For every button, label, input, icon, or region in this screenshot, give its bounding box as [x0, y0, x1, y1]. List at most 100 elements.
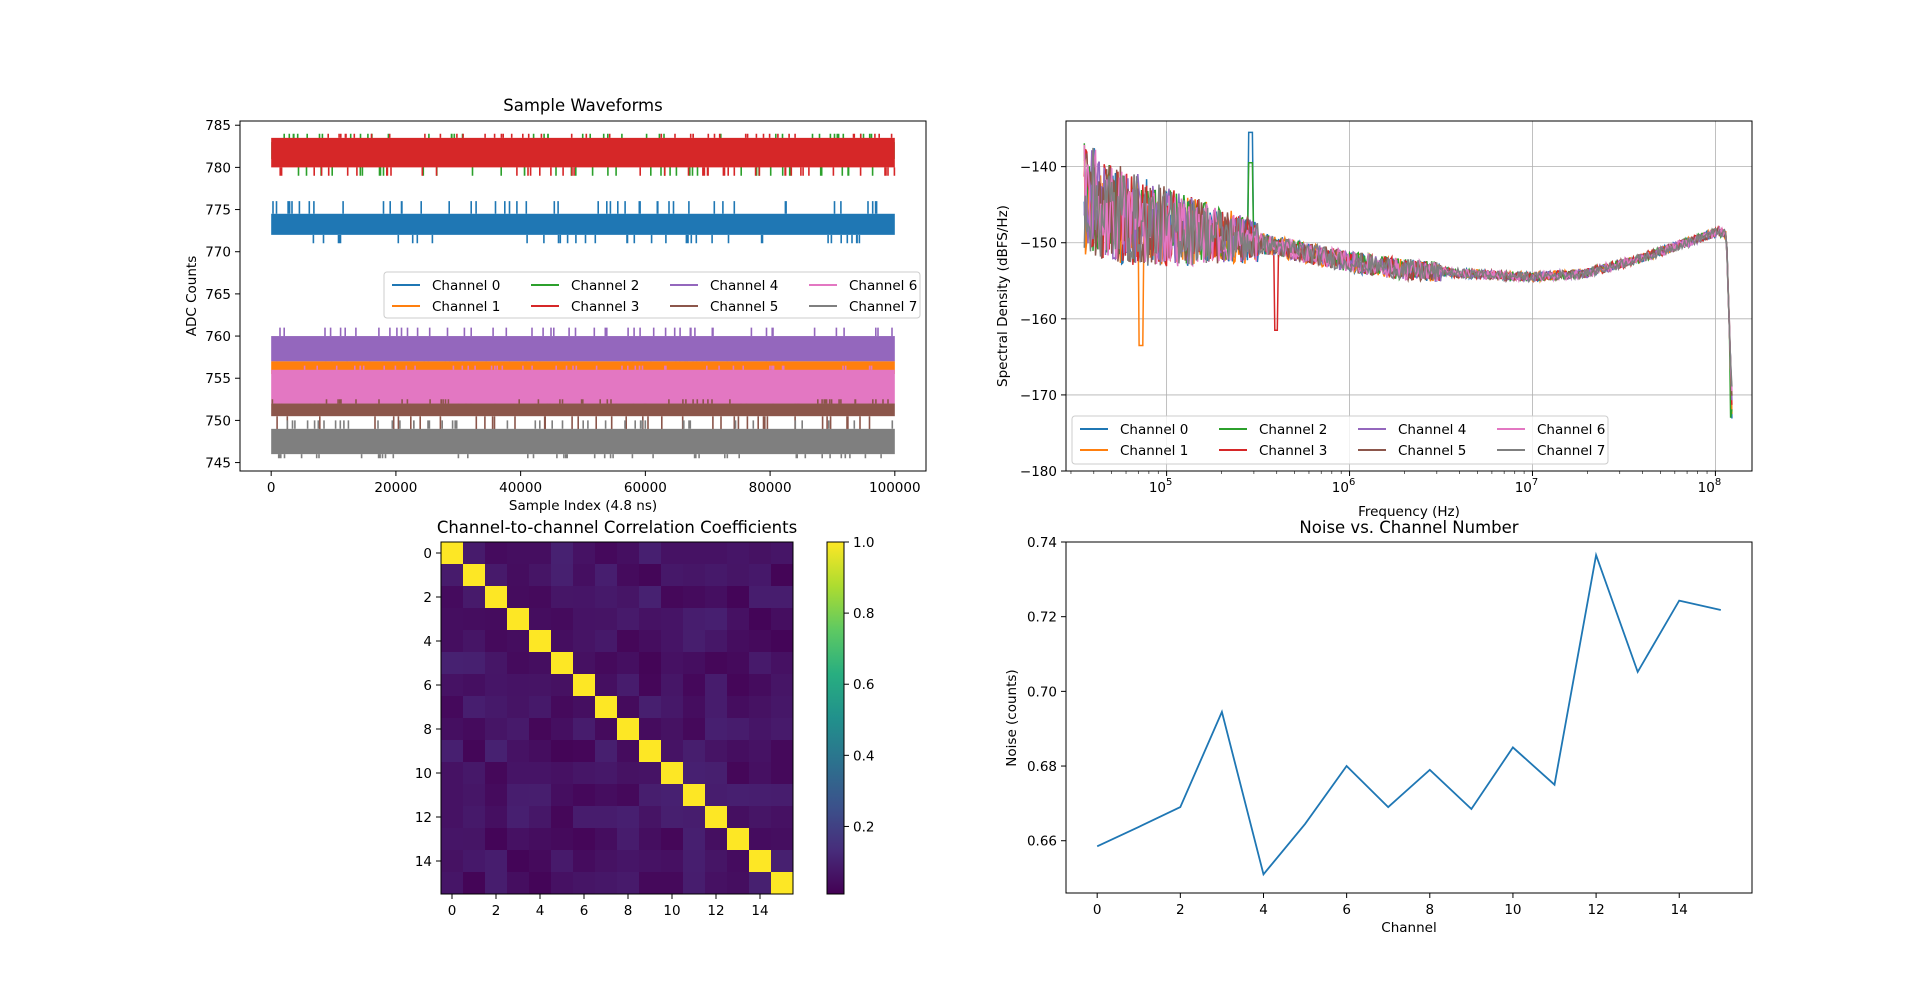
heatmap-cell	[771, 740, 794, 763]
heatmap-cell	[529, 542, 552, 565]
waveform-band	[271, 369, 895, 404]
heatmap-cell	[573, 872, 596, 895]
colorbar-ticks: 0.2 0.4 0.6 0.8 1.0	[844, 535, 874, 835]
spectrum-series-7	[1083, 147, 1733, 387]
x-tick-label: 0	[267, 480, 276, 496]
heatmap-cell	[771, 784, 794, 807]
heatmap-cell	[639, 718, 662, 741]
noise-line	[1096, 551, 1721, 877]
heatmap-cell	[485, 564, 508, 587]
heatmap-cell	[617, 806, 640, 829]
noise-y-ticks: 0.66 0.68 0.70 0.72 0.74	[1027, 535, 1066, 850]
colorbar-tick-label: 0.8	[853, 606, 874, 622]
heatmap-cell	[661, 608, 684, 631]
heatmap-cell	[507, 850, 530, 873]
legend-entry: Channel 6	[1497, 422, 1605, 438]
heatmap-cell	[595, 850, 618, 873]
heatmap-cell	[463, 652, 486, 675]
correlation-title: Channel-to-channel Correlation Coefficie…	[437, 518, 797, 537]
heatmap-cell	[705, 586, 728, 609]
y-tick-label: −170	[1020, 388, 1057, 404]
heatmap-cell	[705, 696, 728, 719]
legend-entry: Channel 5	[670, 299, 778, 315]
y-tick-label: 10	[415, 766, 432, 782]
heatmap-cell	[727, 608, 750, 631]
heatmap-cell	[639, 696, 662, 719]
noise-axes-frame	[1065, 541, 1753, 894]
heatmap-cell	[749, 828, 772, 851]
heatmap-cell	[463, 784, 486, 807]
heatmap-cell	[485, 630, 508, 653]
waveform-band	[271, 403, 895, 417]
legend-label: Channel 6	[849, 278, 917, 294]
heatmap-cell	[727, 542, 750, 565]
heatmap-cell	[573, 586, 596, 609]
heatmap-cell	[727, 850, 750, 873]
waveforms-y-ticks: 745 750 755 760 765 770 775 780 785	[205, 118, 240, 472]
heatmap-cell	[749, 652, 772, 675]
heatmap-cell	[771, 674, 794, 697]
heatmap-cell	[617, 586, 640, 609]
legend-label: Channel 4	[1398, 422, 1466, 438]
waveforms-plot-area	[271, 133, 896, 459]
heatmap-cell	[595, 564, 618, 587]
heatmap-cell	[683, 674, 706, 697]
x-tick-label: 8	[1425, 902, 1434, 918]
heatmap-cell	[463, 872, 486, 895]
heatmap-cell	[507, 542, 530, 565]
heatmap-cell	[551, 850, 574, 873]
heatmap-cell	[639, 586, 662, 609]
heatmap-cell	[551, 784, 574, 807]
heatmap-cell	[485, 608, 508, 631]
heatmap-cell	[771, 850, 794, 873]
heatmap-cell	[441, 762, 464, 785]
heatmap-cell	[529, 740, 552, 763]
spectrum-y-ticks: −180 −170 −160 −150 −140	[1020, 160, 1066, 480]
y-tick-label: 785	[205, 118, 231, 134]
heatmap-cell	[683, 828, 706, 851]
heatmap-cell	[749, 630, 772, 653]
heatmap-cell	[551, 674, 574, 697]
correlation-heatmap	[441, 542, 794, 895]
noise-x-label: Channel	[1381, 920, 1436, 936]
y-tick-label: −180	[1020, 464, 1057, 480]
y-tick-label: 0.68	[1027, 759, 1057, 775]
heatmap-cell	[771, 586, 794, 609]
heatmap-cell	[617, 740, 640, 763]
x-tick-label: 2	[1176, 902, 1185, 918]
x-tick-label: 6	[580, 903, 589, 919]
x-tick-label: 0	[1093, 902, 1102, 918]
y-tick-label: 4	[423, 634, 432, 650]
heatmap-cell	[463, 806, 486, 829]
heatmap-cell	[529, 718, 552, 741]
heatmap-cell	[595, 674, 618, 697]
y-tick-label: 780	[205, 160, 231, 176]
heatmap-cell	[683, 850, 706, 873]
y-tick-label: 2	[423, 590, 432, 606]
heatmap-cell	[639, 872, 662, 895]
heatmap-cell	[529, 806, 552, 829]
heatmap-cell	[441, 806, 464, 829]
heatmap-cell	[441, 850, 464, 873]
heatmap-cell	[529, 674, 552, 697]
heatmap-cell	[595, 542, 618, 565]
y-tick-label: 8	[423, 722, 432, 738]
heatmap-cell	[529, 762, 552, 785]
heatmap-cell	[727, 630, 750, 653]
heatmap-cell	[551, 608, 574, 631]
heatmap-cell	[573, 674, 596, 697]
x-tick-label: 6	[1342, 902, 1351, 918]
heatmap-cell	[683, 564, 706, 587]
heatmap-cell	[595, 718, 618, 741]
heatmap-cell	[771, 630, 794, 653]
waveform-band	[271, 428, 895, 455]
heatmap-cell	[573, 718, 596, 741]
y-tick-label: 0.74	[1027, 535, 1057, 551]
heatmap-cell	[595, 762, 618, 785]
spectrum-panel: 105 106 107 108 −180 −170 −160 −150 −140 Freque…	[995, 120, 1753, 520]
waveform-series-0	[271, 201, 895, 244]
heatmap-cell	[507, 674, 530, 697]
spectrum-series-6	[1083, 144, 1733, 392]
y-tick-label: 750	[205, 413, 231, 429]
heatmap-cell	[617, 784, 640, 807]
